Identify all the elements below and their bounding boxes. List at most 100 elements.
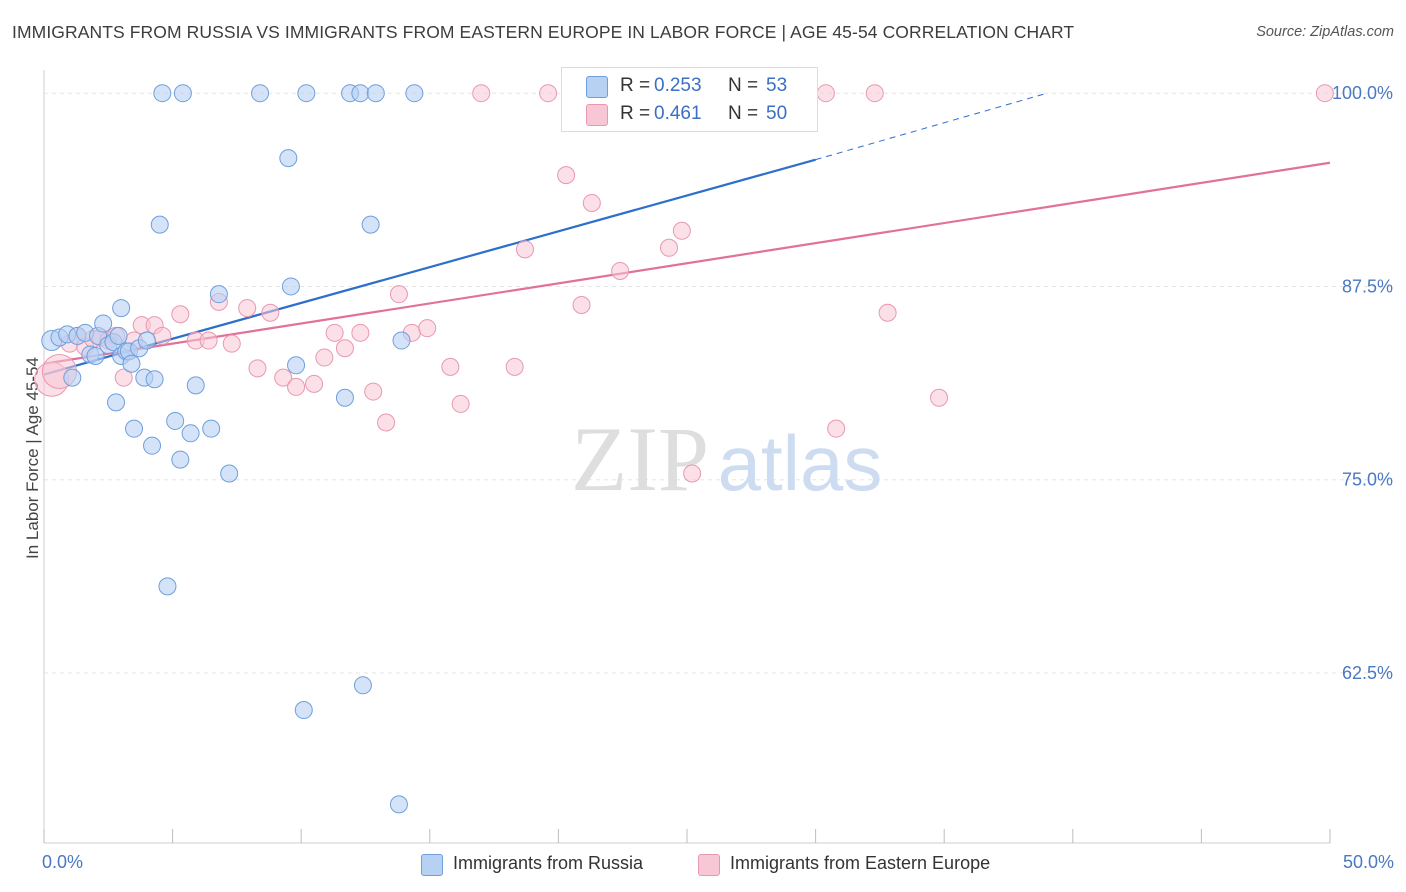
- chart-source: Source: ZipAtlas.com: [1256, 24, 1394, 40]
- point-eastern-europe: [222, 334, 241, 353]
- point-eastern-europe: [557, 166, 576, 185]
- legend-n-label: N =: [728, 75, 759, 96]
- point-russia: [158, 577, 177, 596]
- point-russia: [125, 419, 144, 438]
- point-russia: [392, 331, 411, 350]
- point-eastern-europe: [451, 394, 470, 413]
- point-eastern-europe: [582, 193, 601, 212]
- point-eastern-europe: [261, 303, 280, 322]
- point-eastern-europe: [238, 299, 257, 318]
- point-eastern-europe: [335, 339, 354, 358]
- point-russia: [107, 393, 126, 412]
- point-russia: [297, 84, 316, 103]
- point-eastern-europe: [199, 331, 218, 350]
- point-eastern-europe: [472, 84, 491, 103]
- point-eastern-europe: [672, 221, 691, 240]
- point-russia: [335, 388, 354, 407]
- point-russia: [94, 314, 113, 333]
- point-eastern-europe: [683, 464, 702, 483]
- legend-n-value-eastern-europe: 50: [766, 103, 788, 124]
- point-eastern-europe: [305, 374, 324, 393]
- y-tick-label: 87.5%: [1342, 276, 1393, 296]
- point-eastern-europe: [930, 388, 949, 407]
- point-russia: [122, 354, 141, 373]
- point-eastern-europe: [171, 305, 190, 324]
- watermark-zip: ZIP: [571, 408, 709, 510]
- point-eastern-europe: [539, 84, 558, 103]
- point-russia: [145, 370, 164, 389]
- point-russia: [166, 411, 185, 430]
- legend-r-label: R =: [620, 75, 651, 96]
- point-eastern-europe: [878, 303, 897, 322]
- point-russia: [361, 215, 380, 234]
- legend-n-value-russia: 53: [766, 75, 788, 96]
- point-eastern-europe: [377, 413, 396, 432]
- point-eastern-europe: [572, 295, 591, 314]
- point-eastern-europe: [515, 240, 534, 259]
- y-tick-label: 100.0%: [1332, 83, 1393, 103]
- point-russia: [220, 464, 239, 483]
- point-russia: [171, 450, 190, 469]
- point-eastern-europe: [389, 285, 408, 304]
- point-eastern-europe: [1315, 84, 1334, 103]
- legend-swatch-russia: [586, 76, 608, 98]
- point-russia: [173, 84, 192, 103]
- y-tick-label: 62.5%: [1342, 663, 1393, 683]
- x-axis-min-label: 0.0%: [42, 852, 84, 872]
- legend-swatch-eastern-europe: [586, 104, 608, 126]
- point-eastern-europe: [505, 357, 524, 376]
- point-russia: [209, 285, 228, 304]
- point-eastern-europe: [325, 323, 344, 342]
- point-russia: [63, 368, 82, 387]
- y-tick-labels: 100.0% 87.5% 75.0% 62.5%: [1332, 83, 1393, 683]
- trend-line-eastern-europe: [43, 161, 1331, 365]
- legend-r-value-eastern-europe: 0.461: [654, 103, 702, 124]
- point-russia: [405, 84, 424, 103]
- point-russia: [86, 347, 105, 366]
- point-eastern-europe: [441, 357, 460, 376]
- point-russia: [389, 795, 408, 814]
- point-russia: [150, 215, 169, 234]
- point-eastern-europe: [351, 323, 370, 342]
- point-eastern-europe: [865, 84, 884, 103]
- legend-n-label: N =: [728, 103, 759, 124]
- point-russia: [153, 84, 172, 103]
- point-eastern-europe: [659, 238, 678, 257]
- point-russia: [181, 424, 200, 443]
- x-axis-max-label: 50.0%: [1342, 852, 1394, 872]
- trend-line-russia: [43, 158, 816, 376]
- point-eastern-europe: [816, 84, 835, 103]
- legend-swatch-eastern-europe: [698, 854, 720, 876]
- trend-line-russia-extension: [815, 92, 1048, 161]
- point-eastern-europe: [153, 326, 172, 345]
- watermark: ZIP atlas: [571, 408, 882, 510]
- legend-label-eastern-europe: Immigrants from Eastern Europe: [730, 853, 991, 873]
- chart-title: IMMIGRANTS FROM RUSSIA VS IMMIGRANTS FRO…: [12, 22, 1075, 42]
- gridlines: [44, 92, 1395, 674]
- point-russia: [294, 701, 313, 720]
- watermark-atlas: atlas: [718, 419, 883, 507]
- point-eastern-europe: [287, 377, 306, 396]
- point-eastern-europe: [418, 319, 437, 338]
- trend-lines: [43, 92, 1331, 376]
- legend-swatch-russia: [421, 854, 443, 876]
- points-russia: [41, 84, 614, 814]
- point-russia: [143, 436, 162, 455]
- point-russia: [287, 356, 306, 375]
- axes: [43, 70, 1331, 844]
- point-eastern-europe: [114, 368, 133, 387]
- point-eastern-europe: [364, 382, 383, 401]
- point-russia: [202, 419, 221, 438]
- series-legend: Immigrants from Russia Immigrants from E…: [0, 852, 1406, 878]
- point-russia: [281, 277, 300, 296]
- point-russia: [109, 326, 128, 345]
- legend-r-label: R =: [620, 103, 651, 124]
- point-eastern-europe: [611, 261, 630, 280]
- point-eastern-europe: [248, 359, 267, 378]
- point-eastern-europe: [827, 419, 846, 438]
- legend-label-russia: Immigrants from Russia: [453, 853, 644, 873]
- point-russia: [251, 84, 270, 103]
- legend-r-value-russia: 0.253: [654, 75, 702, 96]
- point-russia: [353, 676, 372, 695]
